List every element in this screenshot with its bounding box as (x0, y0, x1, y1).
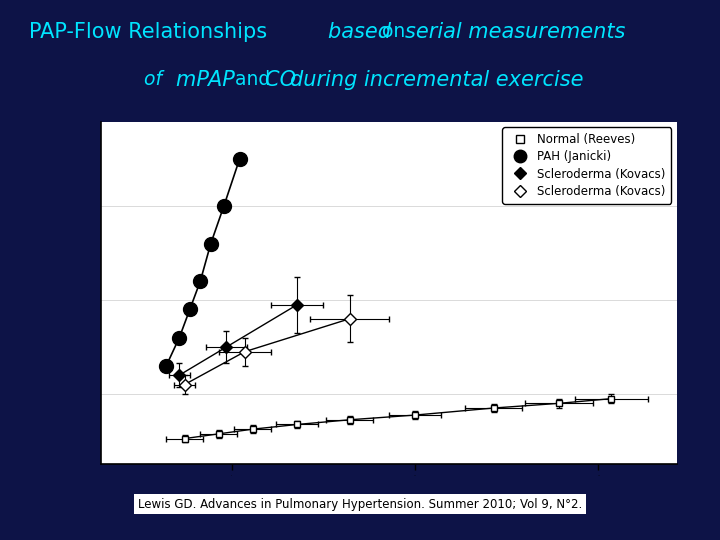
PAH (Janicki) (220, 203, 228, 210)
PAH (Janicki) (235, 156, 244, 163)
PAH (Janicki) (207, 240, 215, 247)
Text: Lewis GD. Advances in Pulmonary Hypertension. Summer 2010; Vol 9, N°2.: Lewis GD. Advances in Pulmonary Hyperten… (138, 498, 582, 511)
Text: and: and (235, 70, 276, 90)
PAH (Janicki) (162, 362, 171, 369)
Text: during incremental exercise: during incremental exercise (290, 70, 584, 90)
Text: serial measurements: serial measurements (405, 22, 625, 42)
PAH (Janicki) (186, 306, 194, 313)
PAH (Janicki) (175, 334, 184, 341)
Text: based: based (328, 22, 397, 42)
Text: CO: CO (265, 70, 302, 90)
Text: of: of (144, 70, 174, 90)
Text: on: on (382, 23, 411, 42)
PAH (Janicki) (196, 278, 204, 285)
Text: PAP-Flow Relationships: PAP-Flow Relationships (29, 22, 274, 42)
Text: mPAP: mPAP (176, 70, 242, 90)
Line: PAH (Janicki): PAH (Janicki) (159, 152, 246, 373)
Legend: Normal (Reeves), PAH (Janicki), Scleroderma (Kovacs), Scleroderma (Kovacs): Normal (Reeves), PAH (Janicki), Sclerode… (503, 127, 671, 204)
